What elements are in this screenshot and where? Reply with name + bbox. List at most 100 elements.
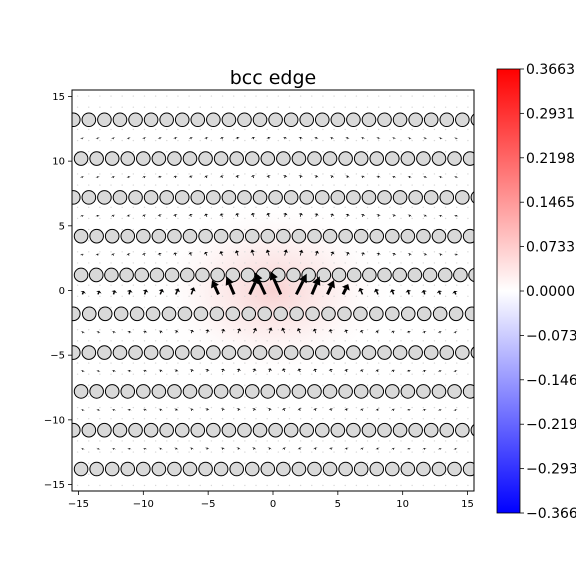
field-dot (188, 417, 190, 420)
displacement-arrow (142, 137, 147, 140)
field-dot (389, 328, 391, 331)
atom (244, 228, 260, 244)
arrow-shaft (315, 214, 317, 217)
field-dot (143, 217, 146, 220)
field-dot (433, 173, 436, 175)
field-dot (422, 373, 424, 375)
arrow-head (453, 215, 459, 217)
field-dot (400, 462, 402, 464)
field-dot (277, 340, 280, 342)
field-dot (389, 284, 391, 286)
field-dot (467, 451, 469, 453)
atom (307, 228, 322, 244)
field-dot (154, 406, 157, 409)
field-dot (456, 328, 458, 331)
field-dot (467, 128, 469, 131)
field-dot (377, 284, 380, 286)
arrow-head (188, 137, 194, 139)
field-dot (277, 173, 280, 175)
atom (241, 306, 257, 322)
field-dot (411, 184, 413, 186)
arrow-shaft (361, 331, 363, 334)
field-dot (221, 406, 224, 409)
field-dot (166, 417, 168, 420)
field-dot (299, 340, 302, 342)
colorbar-tick-label: 0.3663 (526, 62, 575, 78)
field-dot (288, 317, 291, 320)
field-dot (322, 228, 324, 231)
field-dot (422, 251, 424, 253)
field-dot (366, 340, 369, 342)
arrow-shaft (175, 409, 177, 411)
arrow-head (205, 369, 210, 371)
field-dot (311, 284, 313, 286)
field-dot (422, 328, 424, 331)
field-dot (210, 373, 213, 375)
y-tick-label: 15 (52, 92, 65, 103)
field-dot (255, 440, 257, 442)
displacement-arrow (189, 369, 195, 373)
atom (244, 461, 260, 477)
field-dot (344, 340, 346, 342)
field-dot (121, 228, 123, 231)
atom (128, 190, 143, 205)
arrow-head (407, 176, 412, 178)
displacement-arrow (360, 214, 366, 217)
displacement-arrow (251, 447, 257, 450)
field-dot (233, 128, 235, 131)
arrow-shaft (205, 253, 208, 256)
field-dot (177, 139, 179, 142)
plot-area (72, 90, 474, 491)
arrow-shaft (346, 176, 348, 179)
field-dot (88, 328, 90, 331)
displacement-arrows (79, 136, 459, 450)
atom (330, 112, 346, 128)
field-dot (322, 128, 324, 131)
field-dot (166, 206, 168, 209)
arrow-shaft (377, 331, 379, 334)
field-dot (244, 395, 246, 398)
arrow-shaft (190, 370, 193, 373)
field-dot (88, 139, 90, 142)
atom (316, 267, 332, 283)
field-dot (400, 162, 402, 164)
field-dot (99, 340, 101, 342)
field-dot (177, 373, 179, 375)
displacement-arrow (295, 273, 307, 296)
field-dot (143, 328, 146, 331)
field-dot (199, 373, 201, 375)
displacement-arrow (211, 280, 220, 296)
atom (128, 345, 143, 360)
field-dot (377, 139, 380, 142)
displacement-arrow (158, 447, 163, 450)
atom (377, 112, 392, 128)
field-dot (233, 173, 235, 175)
displacement-arrow (142, 176, 147, 179)
atom (337, 306, 352, 322)
field-dot (121, 384, 123, 387)
arrow-head (127, 408, 132, 411)
displacement-arrow (267, 368, 273, 373)
field-dot (143, 484, 146, 487)
displacement-arrow (250, 175, 256, 179)
atom (104, 267, 119, 283)
field-dot (255, 139, 257, 142)
atom (369, 384, 385, 399)
field-dot (377, 328, 380, 331)
field-dot (389, 417, 391, 420)
field-dot (299, 262, 302, 264)
field-dot (366, 295, 369, 298)
field-dot (422, 117, 424, 120)
arrow-shaft (213, 285, 220, 296)
field-dot (355, 228, 358, 231)
field-dot (433, 440, 436, 442)
atom (447, 228, 462, 244)
field-dot (132, 217, 135, 220)
displacement-arrow (438, 253, 443, 256)
field-dot (355, 484, 358, 487)
field-dot (344, 484, 346, 487)
arrow-head (423, 176, 428, 178)
field-dot (255, 106, 257, 108)
field-dot (188, 262, 190, 264)
arrow-head (345, 175, 350, 178)
